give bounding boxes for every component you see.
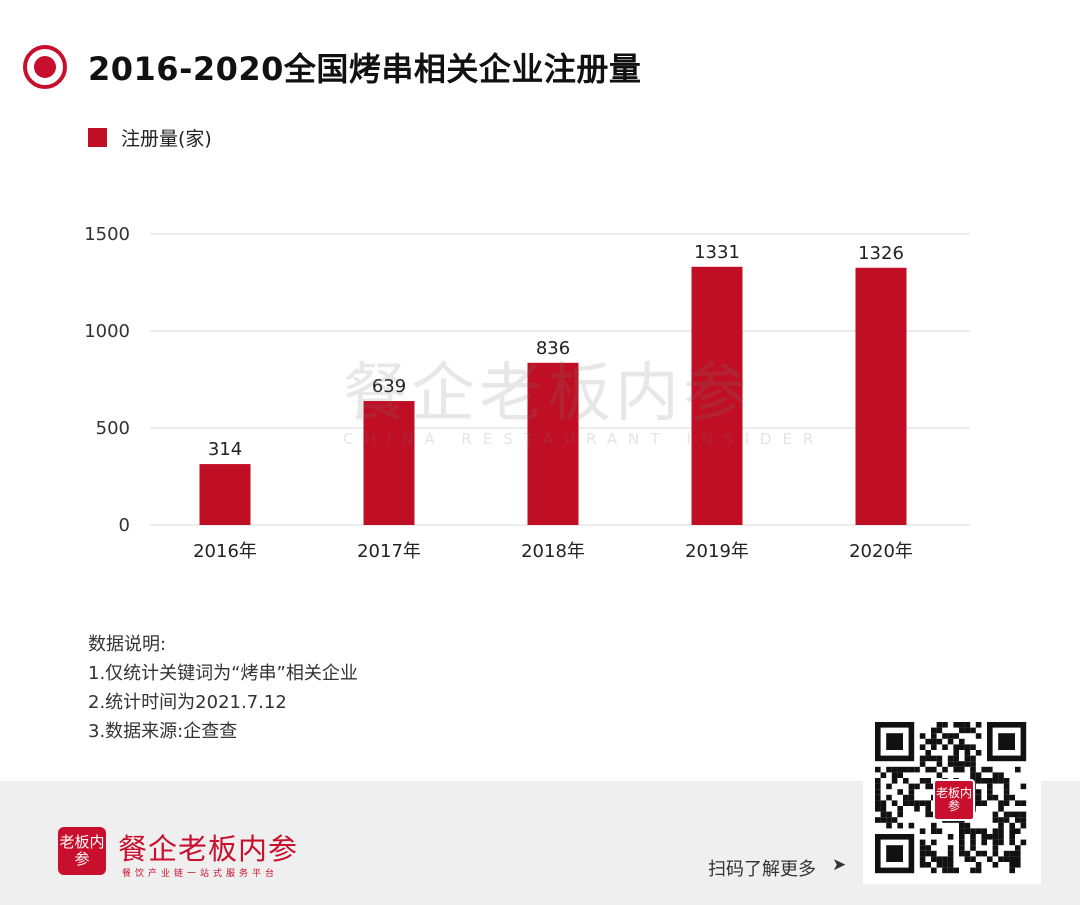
- y-tick-label: 1000: [84, 321, 130, 342]
- title-row: 2016-2020全国烤串相关企业注册量: [22, 44, 641, 90]
- y-tick-label: 1500: [84, 224, 130, 245]
- data-label: 314: [208, 439, 242, 460]
- data-label: 1331: [694, 242, 740, 263]
- bar: [363, 401, 415, 525]
- target-icon: [22, 44, 68, 90]
- bar-chart: 0 500 1000 1500 314 2016年 639 2017年 836 2018年 1331…: [84, 224, 970, 562]
- qr-logo: 老板内参: [933, 779, 975, 821]
- data-label: 1326: [858, 243, 904, 264]
- notes-heading: 数据说明:: [88, 634, 167, 655]
- notes-line: 2.统计时间为2021.7.12: [88, 692, 287, 713]
- legend: 注册量(家): [88, 124, 212, 151]
- notes-line: 3.数据来源:企查查: [88, 721, 238, 742]
- brand-logo: 老板内参: [58, 827, 106, 875]
- x-tick-label: 2019年: [685, 541, 749, 562]
- page-title: 2016-2020全国烤串相关企业注册量: [88, 50, 642, 88]
- scan-hint: 扫码了解更多: [708, 859, 816, 880]
- notes: 数据说明: 1.仅统计关键词为“烤串”相关企业 2.统计时间为2021.7.12…: [88, 630, 358, 746]
- legend-swatch: [88, 128, 107, 147]
- legend-label: 注册量(家): [121, 128, 212, 150]
- data-label: 639: [372, 376, 406, 397]
- brand-name: 餐企老板内参: [118, 832, 299, 866]
- x-tick-label: 2020年: [849, 541, 913, 562]
- x-tick-label: 2018年: [521, 541, 585, 562]
- bar: [855, 267, 907, 525]
- bar: [527, 362, 579, 525]
- data-label: 836: [536, 338, 570, 359]
- qr-code[interactable]: 老板内参: [863, 712, 1041, 884]
- notes-line: 1.仅统计关键词为“烤串”相关企业: [88, 663, 358, 684]
- brand-tagline: 餐饮产业链一站式服务平台: [122, 869, 279, 879]
- x-tick-label: 2016年: [193, 541, 257, 562]
- x-tick-label: 2017年: [357, 541, 421, 562]
- bar: [199, 464, 251, 525]
- bar: [691, 266, 743, 525]
- y-tick-label: 500: [96, 418, 130, 439]
- arrow-right-icon: ➤: [832, 855, 847, 875]
- y-tick-label: 0: [119, 515, 130, 536]
